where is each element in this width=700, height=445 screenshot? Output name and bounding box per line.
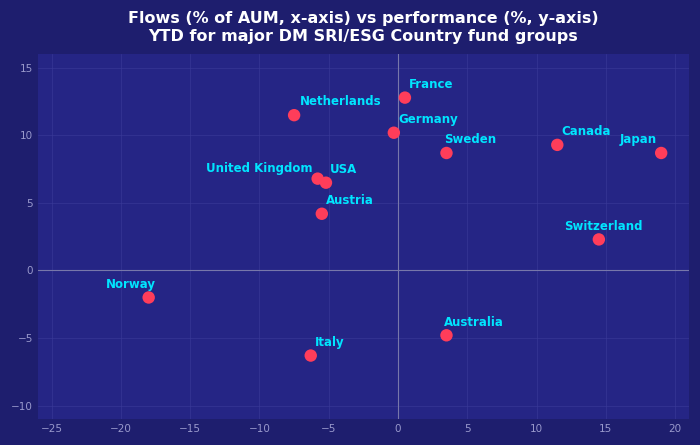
Text: Norway: Norway [106,278,155,291]
Text: Canada: Canada [561,125,611,138]
Text: France: France [409,78,454,91]
Text: Sweden: Sweden [444,133,496,146]
Text: Australia: Australia [444,316,503,328]
Point [399,94,410,101]
Point [441,332,452,339]
Text: Germany: Germany [398,113,458,126]
Point [594,236,605,243]
Text: United Kingdom: United Kingdom [206,162,312,174]
Point [288,112,300,119]
Text: USA: USA [330,163,358,176]
Text: Switzerland: Switzerland [564,220,643,233]
Text: Italy: Italy [315,336,344,349]
Point [316,210,328,217]
Point [312,175,323,182]
Text: Netherlands: Netherlands [300,95,382,109]
Point [321,179,332,186]
Point [441,150,452,157]
Point [656,150,667,157]
Title: Flows (% of AUM, x-axis) vs performance (%, y-axis)
YTD for major DM SRI/ESG Cou: Flows (% of AUM, x-axis) vs performance … [128,11,598,44]
Text: Japan: Japan [620,133,657,146]
Text: Austria: Austria [326,194,374,207]
Point [143,294,154,301]
Point [389,129,400,136]
Point [552,142,563,149]
Point [305,352,316,359]
